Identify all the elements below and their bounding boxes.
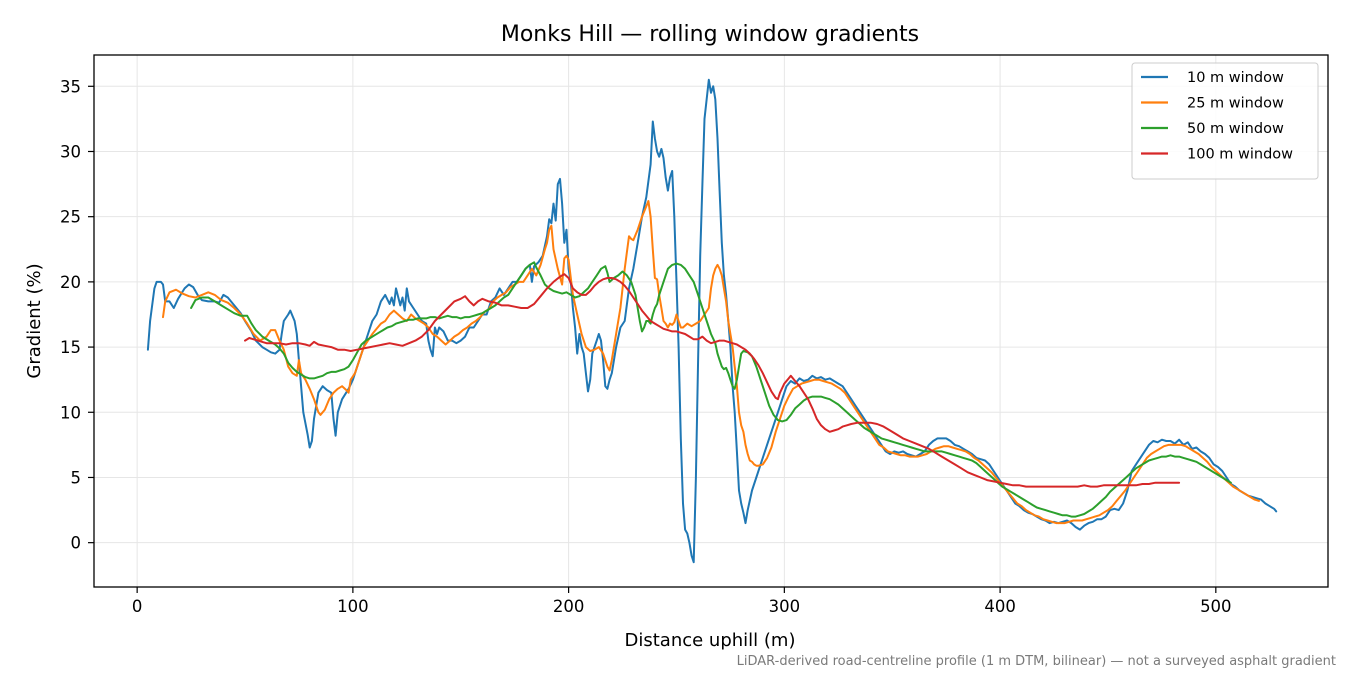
grid [94,55,1328,587]
x-tick-label: 300 [769,597,801,616]
y-axis-label: Gradient (%) [24,263,45,378]
y-tick-label: 35 [60,77,81,96]
y-tick-label: 25 [60,208,81,227]
plot-frame [93,54,1329,588]
y-tick-label: 0 [71,534,82,553]
x-tick-label: 200 [553,597,585,616]
series-line-100-m-window [244,273,1181,488]
axis-ticks: 0 100 200 300 400 500 0 5 10 15 20 25 30 35 [60,77,1232,616]
legend-box [1131,62,1319,180]
chart-title: Monks Hill — rolling window gradients [501,22,919,47]
y-tick-label: 20 [60,273,81,292]
y-tick-label: 15 [60,338,81,357]
y-tick-label: 30 [60,142,81,161]
series-line-50-m-window [190,261,1232,518]
y-tick-label: 5 [71,468,82,487]
legend: 10 m window 25 m window 50 m window 100 m w… [1131,62,1319,180]
source-caption: LiDAR-derived road-centreline profile (1… [737,654,1336,669]
legend-label: 25 m window [1187,96,1284,112]
legend-label: 50 m window [1187,121,1284,137]
series-lines [146,78,1278,564]
x-tick-label: 400 [984,597,1016,616]
y-tick-label: 10 [60,403,81,422]
x-tick-label: 0 [132,597,143,616]
legend-label: 10 m window [1187,70,1284,86]
x-tick-label: 500 [1200,597,1232,616]
x-axis-label: Distance uphill (m) [625,630,796,651]
series-line-25-m-window [162,200,1260,525]
x-tick-label: 100 [337,597,369,616]
legend-label: 100 m window [1187,147,1293,163]
